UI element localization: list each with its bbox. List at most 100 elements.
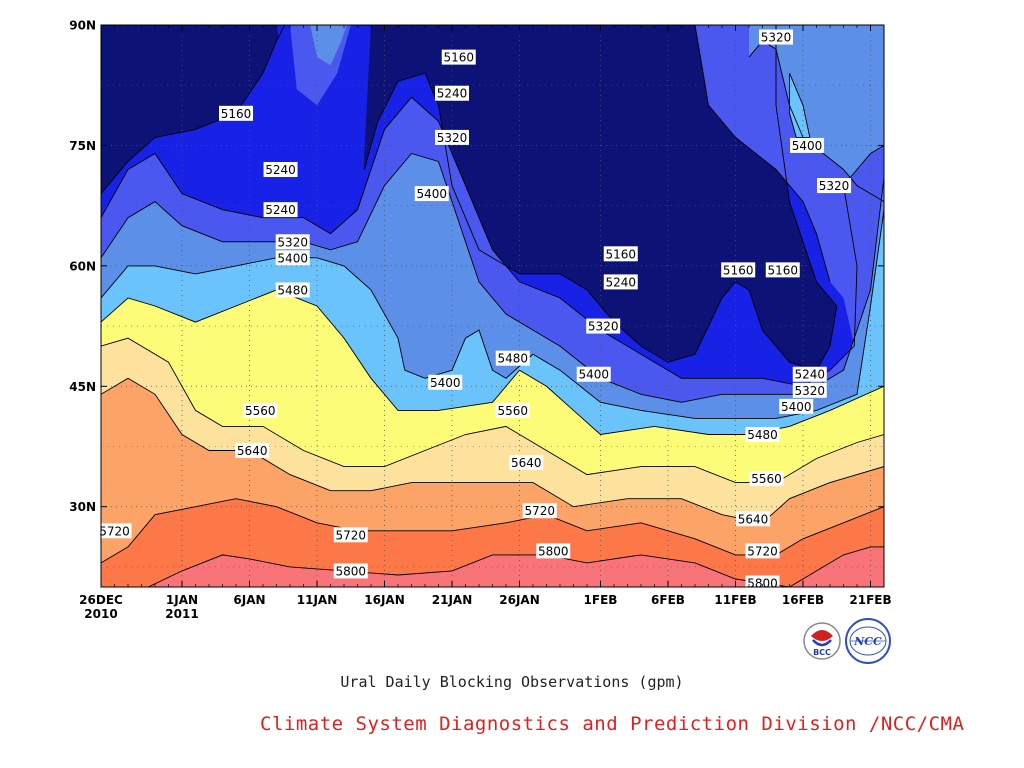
contour-label-box bbox=[779, 398, 814, 414]
y-tick-label: 60N bbox=[69, 259, 96, 273]
contour-label: 5400 bbox=[275, 250, 310, 266]
contour-label: 5560 bbox=[749, 471, 784, 487]
contour-label: 5400 bbox=[576, 366, 611, 382]
contour-label-text: 5240 bbox=[437, 87, 468, 101]
contour-label: 5640 bbox=[235, 443, 270, 459]
contour-label-box bbox=[275, 234, 310, 250]
contour-label-box bbox=[522, 503, 557, 519]
contour-label: 5720 bbox=[745, 543, 780, 559]
contour-label: 5240 bbox=[263, 202, 298, 218]
contour-line-5160 bbox=[363, 25, 838, 371]
contour-label-text: 5320 bbox=[819, 179, 850, 193]
x-tick-label: 11FEB bbox=[714, 593, 756, 607]
contour-label: 5400 bbox=[428, 374, 463, 390]
contour-label-text: 5560 bbox=[751, 472, 782, 486]
y-tick-label: 30N bbox=[69, 500, 96, 514]
contour-label-text: 5320 bbox=[761, 31, 792, 45]
contour-label-box bbox=[435, 129, 469, 145]
contour-bands bbox=[101, 25, 884, 587]
contour-label-box bbox=[263, 202, 298, 218]
contour-label: 5800 bbox=[745, 575, 780, 591]
contour-label-box bbox=[275, 250, 310, 266]
contour-label-box bbox=[428, 374, 463, 390]
chart-title: Ural Daily Blocking Observations (gpm) bbox=[340, 673, 684, 691]
contour-label-text: 5720 bbox=[99, 524, 130, 538]
x-tick-label: 21FEB bbox=[849, 593, 891, 607]
contour-label-text: 5800 bbox=[335, 564, 366, 578]
contour-line-5400 bbox=[789, 73, 811, 138]
contour-label: 5320 bbox=[275, 234, 310, 250]
contour-label-box bbox=[749, 471, 784, 487]
contour-label: 5320 bbox=[759, 29, 793, 45]
contour-label-text: 5480 bbox=[277, 283, 308, 297]
contour-label-text: 5320 bbox=[277, 235, 308, 249]
contour-label-box bbox=[243, 402, 278, 418]
x-tick-label: 11JAN bbox=[297, 593, 338, 607]
contour-label-box bbox=[509, 455, 544, 471]
contour-label-text: 5240 bbox=[265, 203, 296, 217]
contour-label-box bbox=[817, 178, 852, 194]
contour-label-text: 5800 bbox=[747, 576, 778, 590]
contour-label: 5720 bbox=[97, 523, 132, 539]
contour-label-box bbox=[721, 262, 756, 278]
contour-label: 5400 bbox=[790, 137, 825, 153]
contour-label: 5160 bbox=[219, 105, 253, 121]
contour-label: 5800 bbox=[333, 563, 368, 579]
contour-label-text: 5160 bbox=[443, 51, 474, 65]
x-tick-label: 26JAN bbox=[499, 593, 540, 607]
contour-label-box bbox=[745, 426, 780, 442]
contour-label-text: 5160 bbox=[723, 263, 754, 277]
contour-label: 5800 bbox=[536, 543, 571, 559]
contour-label-text: 5480 bbox=[497, 352, 528, 366]
logos: BCC NCC bbox=[803, 618, 891, 664]
bcc-logo-swirl-red bbox=[811, 630, 833, 641]
bcc-logo-swirl-blue bbox=[812, 639, 832, 647]
contour-label-text: 5400 bbox=[792, 139, 823, 153]
y-tick-label: 45N bbox=[69, 380, 96, 394]
contour-label-box bbox=[603, 274, 638, 290]
contour-label-text: 5160 bbox=[767, 263, 798, 277]
x-tick-label: 6FEB bbox=[651, 593, 685, 607]
contour-label-box bbox=[759, 29, 793, 45]
contour-label-box bbox=[219, 105, 253, 121]
bcc-logo: BCC bbox=[803, 622, 841, 660]
contour-label: 5640 bbox=[509, 455, 544, 471]
bcc-logo-text: BCC bbox=[813, 648, 831, 657]
contour-label: 5640 bbox=[736, 511, 771, 527]
contour-label-text: 5640 bbox=[237, 444, 268, 458]
contour-label-box bbox=[414, 186, 449, 202]
x-tick-label: 16JAN bbox=[364, 593, 405, 607]
x-tick-label: 21JAN bbox=[432, 593, 473, 607]
contour-label-box bbox=[275, 282, 310, 298]
x-tick-label: 16FEB bbox=[782, 593, 824, 607]
band-5320-channel bbox=[310, 25, 347, 66]
contour-label-text: 5320 bbox=[794, 384, 825, 398]
contour-label-box bbox=[745, 543, 780, 559]
contour-label-text: 5400 bbox=[578, 368, 609, 382]
y-tick-label: 75N bbox=[69, 139, 96, 153]
ncc-logo: NCC bbox=[845, 618, 891, 664]
contour-line-5480 bbox=[101, 289, 884, 435]
contour-label-text: 5800 bbox=[538, 544, 569, 558]
contour-line-5240 bbox=[694, 25, 831, 283]
contour-label-box bbox=[792, 366, 827, 382]
contour-label-text: 5400 bbox=[416, 187, 447, 201]
x-tick-label: 1JAN bbox=[166, 593, 198, 607]
credit-line: Climate System Diagnostics and Predictio… bbox=[260, 713, 965, 735]
contour-label-text: 5720 bbox=[747, 544, 778, 558]
contour-label-text: 5640 bbox=[511, 456, 542, 470]
contour-label: 5720 bbox=[333, 527, 368, 543]
contour-label: 5160 bbox=[603, 246, 638, 261]
contour-label-text: 5240 bbox=[605, 275, 636, 289]
contour-label-box bbox=[792, 382, 827, 398]
y-tick-label: 90N bbox=[69, 19, 96, 33]
contour-label: 5160 bbox=[721, 262, 756, 278]
contour-label-box bbox=[97, 523, 132, 539]
contour-label: 5240 bbox=[792, 366, 827, 382]
contour-label-text: 5720 bbox=[335, 528, 366, 542]
contour-label-text: 5640 bbox=[738, 512, 769, 526]
contour-label-box bbox=[441, 49, 476, 65]
x-tick-label: 6JAN bbox=[233, 593, 265, 607]
contour-label: 5400 bbox=[779, 398, 814, 414]
